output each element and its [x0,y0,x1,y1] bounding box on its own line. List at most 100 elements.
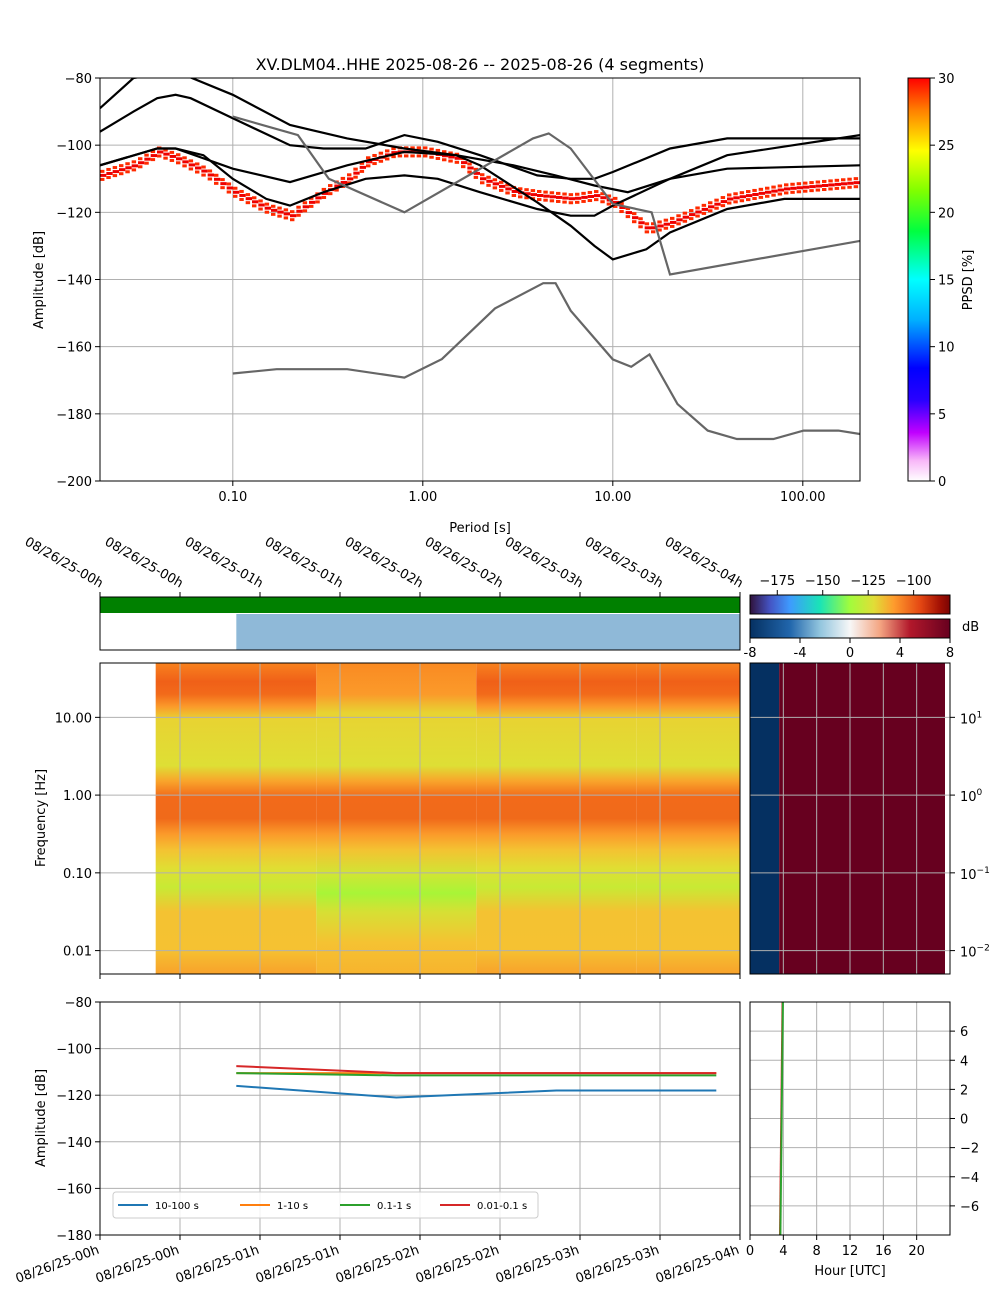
ppsd-density-cell [397,154,403,158]
ppsd-colorbar-tick-label: 5 [938,408,946,423]
ppsd-density-cell [264,206,271,210]
ppsd-density-cell [245,201,251,205]
ppsd-density-cell [853,181,860,185]
ppsd-density-cell [169,158,175,162]
bottom-time-axis: 08/26/25-00h08/26/25-00h08/26/25-01h08/2… [14,1235,741,1287]
ppsd-density-cell [784,191,789,195]
top-time-tick-label: 08/26/25-01h [182,535,266,592]
ppsd-density-cell [758,187,764,191]
band-legend: 10-100 s 1-10 s 0.1-1 s 0.01-0.1 s [112,1191,539,1219]
ppsd-density-cell [594,198,599,202]
band-legend-label: 0.01-0.1 s [477,1201,527,1212]
ppsd-density-cell [378,159,384,163]
ppsd-density-cell [220,182,227,186]
ppsd-density-cell [214,177,221,181]
band-y-tick-label: −140 [56,1136,92,1151]
ppsd-lines [100,78,860,441]
ppsd-density-cell [283,216,289,220]
bottom-time-tick-label: 08/26/25-01h [254,1243,342,1287]
ppsd-density-cell [182,164,187,168]
difference-y-tick-label: 101 [960,710,982,727]
ppsd-density-cell [492,178,498,182]
data-availability-frame [99,596,741,651]
ppsd-density-cell [841,178,846,182]
ppsd-density-cell [644,230,650,234]
ppsd-density-cell [543,190,548,194]
ppsd-colorbar-tick-label: 25 [938,139,955,154]
difference-colorbar-tick-label: 0 [846,646,854,661]
hourly-x-tick-label: 0 [746,1244,754,1259]
ppsd-density-cell [125,162,130,166]
ppsd-density-cell [207,173,214,177]
ppsd-density-cell [271,208,278,212]
ppsd-density-cell [138,165,143,169]
ppsd-density-cell [625,211,632,215]
spectrogram-y-axis-label: Frequency [Hz] [34,769,49,867]
band-amplitude-y-axis-label: Amplitude [dB] [34,1069,49,1167]
ppsd-density-cell [359,169,365,173]
ppsd-y-tick-label: −100 [56,139,92,154]
ppsd-density-cell [125,170,130,174]
ppsd-density-cell [530,193,537,197]
ppsd-density-cell [100,173,107,177]
ppsd-density-cell [632,220,637,224]
ppsd-density-cell [777,192,783,196]
ppsd-density-cell [594,194,601,198]
ppsd-y-tick-label: −120 [56,206,92,221]
spectrogram-colorbar-tick-label: −175 [759,574,795,589]
ppsd-density-cell [359,161,365,165]
ppsd-density-cell [372,162,377,166]
ppsd-density-cell [144,153,149,157]
spectrogram-segment [636,663,740,974]
ppsd-density-cell [746,198,751,202]
hourly-y-tick-label: −2 [960,1142,979,1157]
difference-colorbar-label: dB [962,620,979,635]
ppsd-density-cell [714,206,719,210]
ppsd-density-cell [543,198,548,202]
ppsd-density-cell [587,199,593,203]
ppsd-density-cell [182,156,187,160]
ppsd-density-cell [562,196,569,200]
difference-cells [750,663,945,974]
ppsd-density-cell [543,194,550,198]
ppsd-density-cell [651,230,656,234]
ppsd-density-cell [290,210,295,214]
ppsd-density-cell [670,224,675,228]
band-amplitude-y-ticks: −180 −160 −140 −120 −100 −80 [56,996,100,1244]
hourly-difference-x-ticks: 0 4 8 12 16 20 [746,1235,925,1259]
ppsd-density-cell [144,157,151,161]
ppsd-density-cell [695,210,702,214]
ppsd-density-cell [258,207,263,211]
ppsd-colorbar-tick-label: 10 [938,341,955,356]
ppsd-percentile-high-line [100,93,860,180]
ppsd-density-cell [220,186,225,190]
ppsd-density-cell [347,173,352,177]
ppsd-density-cell [739,191,745,195]
ppsd-density-cell [708,201,713,205]
ppsd-density-cell [435,156,441,160]
top-time-tick-label: 08/26/25-04h [662,535,746,592]
ppsd-density-cell [296,205,301,209]
ppsd-density-cell [442,158,447,162]
ppsd-density-cell [663,222,670,226]
ppsd-density-cell [682,215,689,219]
ppsd-density-cell [518,195,523,199]
ppsd-density-cell [765,186,770,190]
ppsd-y-tick-label: −180 [56,408,92,423]
ppsd-density-cell [201,169,208,173]
ppsd-density-cell [239,197,244,201]
ppsd-density-cell [847,177,852,181]
ppsd-density-cell [537,194,544,198]
band-line-0.01-0.1 s [236,1065,717,1075]
ppsd-density-cell [657,220,662,224]
ppsd-density-cell [822,179,827,183]
ppsd-density-cell [714,202,721,206]
ppsd-density-cell [587,194,594,198]
ppsd-density-cell [473,167,479,171]
ppsd-density-cell [796,186,803,190]
spectrogram-frame [99,662,741,975]
difference-grid [750,663,950,974]
ppsd-density-cell [416,146,422,150]
ppsd-density-cell [315,200,320,204]
